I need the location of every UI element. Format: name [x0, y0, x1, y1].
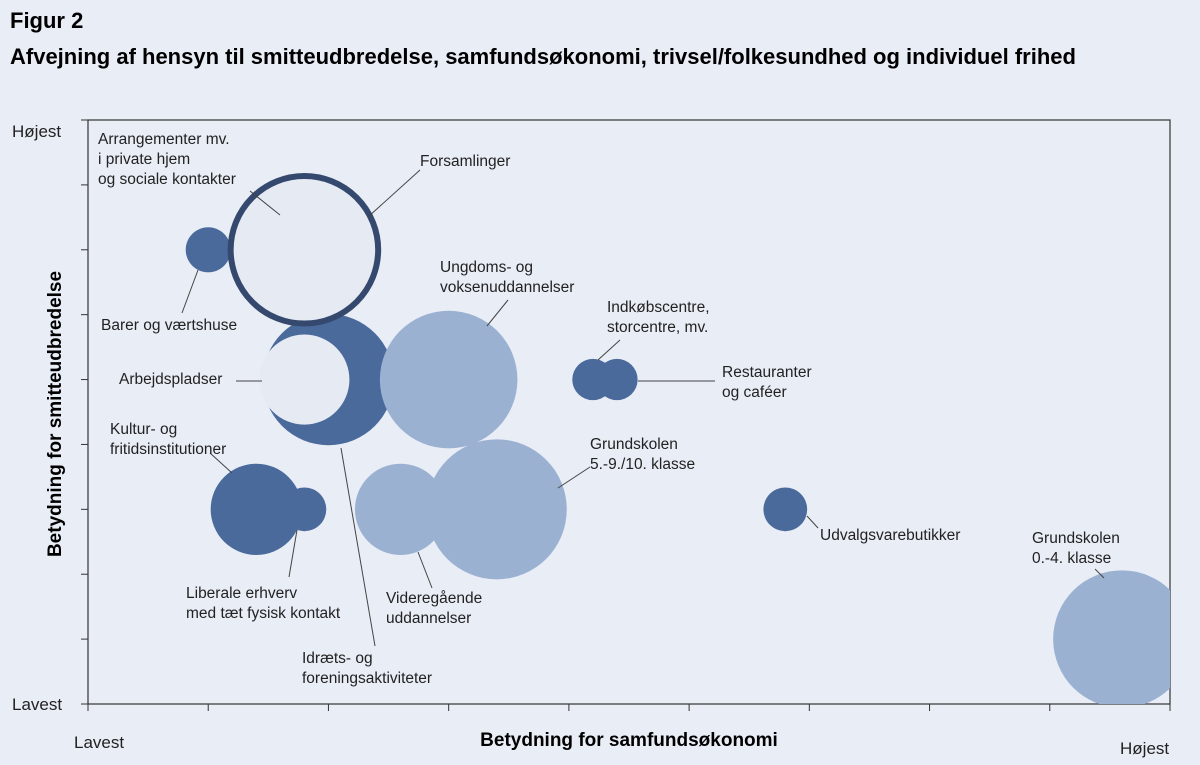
x-axis-title: Betydning for samfundsøkonomi: [480, 730, 778, 751]
bubble-kultur: [210, 463, 302, 555]
leader-line-idraets: [340, 447, 376, 647]
x-axis-low-label: Lavest: [74, 733, 124, 752]
bubble-ungdoms: [379, 310, 518, 449]
bubble-grundskolen-0-4: [1053, 570, 1170, 704]
annotation-grundskolen-5-9: 5.-9./10. klasse: [590, 456, 695, 473]
annotation-videregaende: uddannelser: [386, 610, 471, 627]
annotation-forsamlinger: Forsamlinger: [420, 153, 510, 170]
annotation-barer: Barer og værtshuse: [101, 317, 237, 334]
annotation-indkob: storcentre, mv.: [607, 319, 708, 336]
chart-title: Afvejning af hensyn til smitteudbredelse…: [10, 44, 1076, 69]
annotation-udvalgsvarebutikker: Udvalgsvarebutikker: [820, 527, 960, 544]
leader-line-grundskolen-5-9: [557, 466, 591, 489]
x-axis-high-label: Højest: [1120, 739, 1169, 758]
annotation-arrangementer: Arrangementer mv.: [98, 131, 230, 148]
annotation-grundskolen-0-4: Grundskolen: [1032, 530, 1120, 547]
bubble-forsamlinger: [227, 173, 382, 327]
annotation-idraets: Idræts- og: [302, 650, 373, 667]
annotation-arbejdspladser: Arbejdspladser: [119, 371, 222, 388]
leader-line-udvalgsvarebutikker: [806, 515, 819, 529]
bubble-restauranter: [596, 358, 638, 401]
bubble-arbejdspladser-inner: [259, 334, 350, 425]
annotation-ungdoms: Ungdoms- og: [440, 259, 533, 276]
annotation-ungdoms: voksenuddannelser: [440, 279, 574, 296]
leader-line-kultur: [209, 452, 233, 474]
bubble-grundskolen-5-9: [426, 439, 567, 580]
leader-line-arrangementer: [249, 190, 281, 216]
annotation-grundskolen-5-9: Grundskolen: [590, 436, 678, 453]
leader-line-liberale: [288, 529, 298, 578]
y-axis-title: Betydning for smitteudbredelse: [45, 271, 66, 557]
annotation-restauranter: Restauranter: [722, 364, 812, 381]
leader-line-videregaende: [417, 551, 433, 589]
annotation-videregaende: Videregående: [386, 590, 482, 607]
leader-line-ungdoms: [486, 299, 509, 327]
annotation-arrangementer: i private hjem: [98, 151, 190, 168]
bubble-layer: [185, 173, 1170, 704]
annotation-liberale: Liberale erhverv: [186, 585, 297, 602]
leader-line-barer: [181, 269, 199, 314]
annotation-indkob: Indkøbscentre,: [607, 299, 710, 316]
annotation-restauranter: og caféer: [722, 384, 787, 401]
leader-line-forsamlinger: [367, 169, 421, 218]
bubble-videregaende: [354, 463, 447, 555]
annotation-arrangementer: og sociale kontakter: [98, 171, 236, 188]
y-axis-low-label: Lavest: [12, 695, 62, 714]
bubble-barer: [185, 227, 231, 273]
annotation-grundskolen-0-4: 0.-4. klasse: [1032, 550, 1111, 567]
leader-line-indkob: [597, 339, 621, 361]
bubble-liberale: [282, 487, 327, 532]
leader-line-grundskolen-0-4: [1094, 568, 1105, 579]
figure-label: Figur 2: [10, 8, 84, 33]
annotation-liberale: med tæt fysisk kontakt: [186, 605, 341, 622]
annotation-kultur: Kultur- og: [110, 421, 177, 438]
y-axis-high-label: Højest: [12, 122, 61, 141]
bubble-udvalgsvarebutikker: [763, 487, 808, 532]
annotation-kultur: fritidsinstitutioner: [110, 441, 226, 458]
annotation-idraets: foreningsaktiviteter: [302, 670, 432, 687]
